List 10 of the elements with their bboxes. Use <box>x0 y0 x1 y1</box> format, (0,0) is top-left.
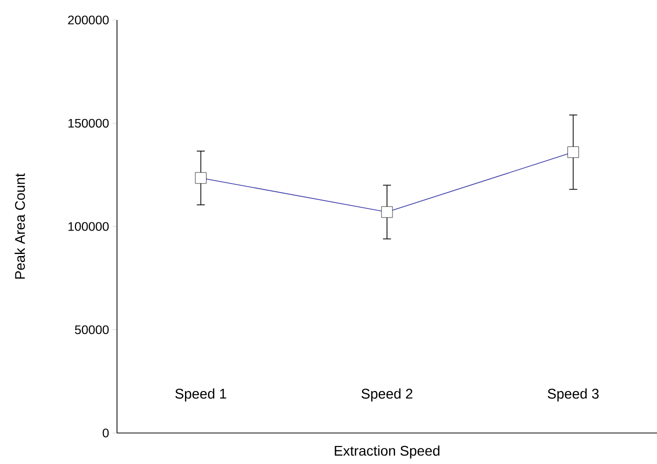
x-tick-label: Speed 2 <box>362 388 412 402</box>
x-axis-title: Extraction Speed <box>334 445 440 459</box>
y-tick-label: 100000 <box>68 222 109 231</box>
x-tick-label: Speed 1 <box>175 388 226 402</box>
y-tick-label: 150000 <box>68 118 109 128</box>
x-tick-label: Speed 3 <box>548 388 599 402</box>
y-tick-label: 200000 <box>68 16 109 24</box>
y-axis-title: Peak Area Count <box>14 173 25 279</box>
y-tick-label: 50000 <box>74 325 109 334</box>
y-tick-label: 0 <box>102 428 109 438</box>
